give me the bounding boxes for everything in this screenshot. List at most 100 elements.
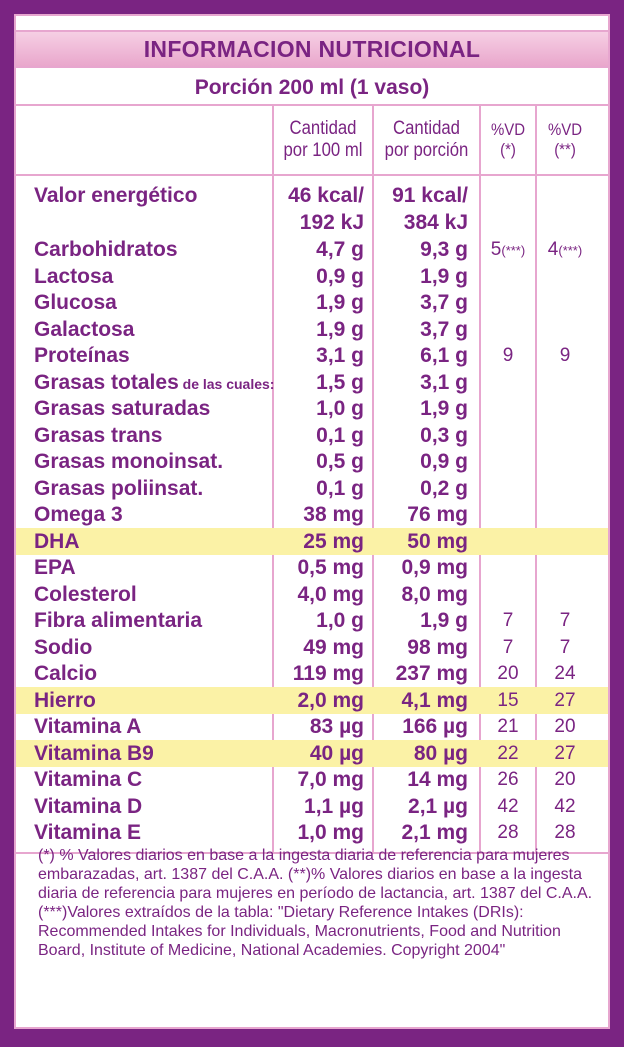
- value-per-portion: 3,1 g: [420, 371, 468, 394]
- value-per-portion: 76 mg: [407, 503, 468, 526]
- nutrient-name: Grasas monoinsat.: [34, 448, 223, 475]
- table-row: Omega 3 38 mg 76 mg: [16, 501, 608, 528]
- vd-pregnant: [479, 501, 537, 528]
- column-header-per-portion: Cantidad por porción: [380, 106, 472, 174]
- value-per-portion: 1,9 g: [420, 397, 468, 420]
- value-per-portion: 3,7 g: [420, 318, 468, 341]
- vd-lactation: [537, 448, 593, 475]
- nutrition-panel: INFORMACION NUTRICIONAL Porción 200 ml (…: [14, 14, 610, 1029]
- nutrient-name: Glucosa: [34, 289, 117, 316]
- table-row: Grasas trans 0,1 g 0,3 g: [16, 422, 608, 449]
- table-row: Hierro 2,0 mg 4,1 mg 15 27: [16, 687, 608, 714]
- column-divider: [535, 104, 537, 854]
- nutrient-name: Grasas saturadas: [34, 395, 210, 422]
- nutrient-name: Grasas poliinsat.: [34, 475, 203, 502]
- table-row: Colesterol 4,0 mg 8,0 mg: [16, 581, 608, 608]
- vd-lactation: 20: [537, 713, 593, 740]
- value-per-portion: 8,0 mg: [401, 583, 468, 606]
- vd-value: 21: [497, 716, 519, 737]
- nutrient-label: Carbohidratos: [34, 238, 178, 261]
- column-divider: [479, 104, 481, 854]
- table-row: Lactosa 0,9 g 1,9 g: [16, 263, 608, 290]
- nutrient-name: Vitamina A: [34, 713, 141, 740]
- value-per-portion: 0,3 g: [420, 424, 468, 447]
- nutrient-label: Vitamina D: [34, 795, 143, 818]
- divider: [16, 104, 608, 106]
- value-per-100ml: 83 µg: [309, 715, 364, 738]
- value-per-100ml: 3,1 g: [316, 344, 364, 367]
- nutrient-label: Proteínas: [34, 344, 130, 367]
- column-divider: [372, 104, 374, 854]
- nutrient-label: Glucosa: [34, 291, 117, 314]
- vd-lactation: [537, 263, 593, 290]
- value-per-100ml: 1,0 g: [316, 609, 364, 632]
- vd-pregnant: [479, 316, 537, 343]
- value-per-100ml: 4,7 g: [316, 238, 364, 261]
- table-row: Fibra alimentaria 1,0 g 1,9 g 7 7: [16, 607, 608, 634]
- vd-lactation: 4(***): [537, 236, 593, 263]
- vd-note: (***): [501, 243, 526, 258]
- value-per-portion: 1,9 g: [420, 609, 468, 632]
- vd-value: 7: [502, 610, 514, 631]
- value-per-100ml: 2,0 mg: [297, 689, 364, 712]
- table-row: Grasas poliinsat. 0,1 g 0,2 g: [16, 475, 608, 502]
- value-per-100ml: 1,9 g: [316, 291, 364, 314]
- header-line: por porción: [384, 140, 469, 161]
- table-row: Vitamina E 1,0 mg 2,1 mg 28 28: [16, 819, 608, 846]
- vd-pregnant: [479, 448, 537, 475]
- value-per-portion: 6,1 g: [420, 344, 468, 367]
- vd-pregnant: 7: [479, 634, 537, 661]
- vd-pregnant: [479, 289, 537, 316]
- value-per-portion: 0,2 g: [420, 477, 468, 500]
- value-per-portion: 98 mg: [407, 636, 468, 659]
- nutrient-label: Hierro: [34, 689, 96, 712]
- value-per-portion: 0,9 mg: [401, 556, 468, 579]
- header-line: (*): [500, 140, 516, 159]
- nutrient-name: Grasas totales de las cuales:: [34, 369, 274, 396]
- nutrient-label: Grasas monoinsat.: [34, 450, 224, 473]
- table-row: Calcio 119 mg 237 mg 20 24: [16, 660, 608, 687]
- value-per-portion: 384 kJ: [403, 211, 468, 234]
- value-per-portion: 4,1 mg: [401, 689, 468, 712]
- nutrient-name: Omega 3: [34, 501, 123, 528]
- vd-value: 20: [554, 716, 576, 737]
- table-row: Grasas saturadas 1,0 g 1,9 g: [16, 395, 608, 422]
- value-per-portion: 91 kcal/: [392, 184, 468, 207]
- nutrient-label: Vitamina B9: [34, 742, 154, 765]
- nutrient-name: DHA: [34, 528, 80, 555]
- table-row: Grasas totales de las cuales: 1,5 g 3,1 g: [16, 369, 608, 396]
- value-per-portion: 9,3 g: [420, 238, 468, 261]
- vd-lactation: [537, 316, 593, 343]
- vd-pregnant: [479, 369, 537, 396]
- vd-value: 24: [554, 663, 576, 684]
- vd-lactation: 24: [537, 660, 593, 687]
- vd-pregnant: 9: [479, 342, 537, 369]
- nutrient-name: Vitamina E: [34, 819, 141, 846]
- nutrient-name: Vitamina B9: [34, 740, 154, 767]
- table-title: INFORMACION NUTRICIONAL: [16, 30, 608, 68]
- nutrient-name: Proteínas: [34, 342, 130, 369]
- value-per-100ml: 25 mg: [303, 530, 364, 553]
- nutrient-label: Grasas saturadas: [34, 397, 211, 420]
- vd-value: 22: [497, 743, 519, 764]
- nutrient-label: Colesterol: [34, 583, 137, 606]
- vd-pregnant: 22: [479, 740, 537, 767]
- vd-pregnant: [479, 581, 537, 608]
- vd-value: 7: [559, 610, 571, 631]
- vd-lactation: [537, 369, 593, 396]
- value-per-portion: 2,1 mg: [401, 821, 468, 844]
- value-per-100ml: 1,0 g: [316, 397, 364, 420]
- table-row: Carbohidratos 4,7 g 9,3 g 5(***) 4(***): [16, 236, 608, 263]
- row-highlight: [16, 740, 608, 767]
- vd-value: 20: [497, 663, 519, 684]
- divider: [16, 852, 608, 854]
- vd-value: 42: [497, 796, 519, 817]
- header-line: (**): [554, 140, 576, 159]
- nutrient-name: Vitamina D: [34, 793, 142, 820]
- header-line: Cantidad: [393, 118, 460, 139]
- table-row: Glucosa 1,9 g 3,7 g: [16, 289, 608, 316]
- table-row-energy-kj: 192 kJ 384 kJ: [16, 209, 608, 236]
- value-per-100ml: 119 mg: [292, 662, 364, 685]
- vd-lactation: 27: [537, 687, 593, 714]
- value-per-100ml: 1,0 mg: [297, 821, 364, 844]
